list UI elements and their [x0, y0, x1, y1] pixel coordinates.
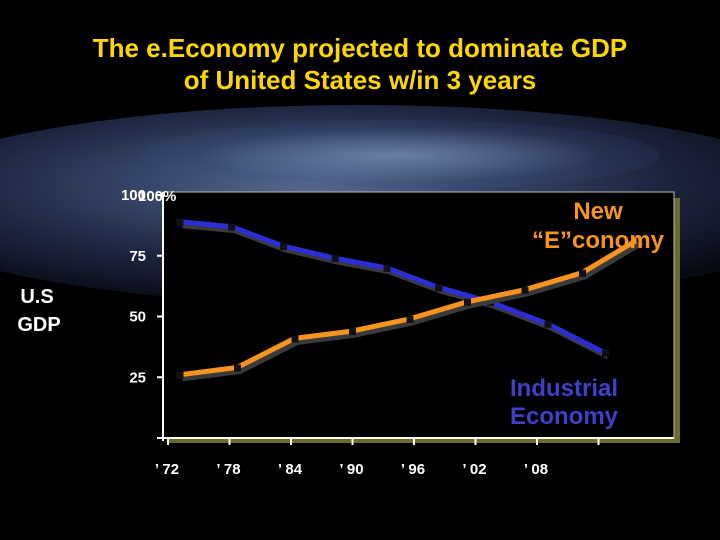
new-economy-annotation-line-1: New	[573, 198, 623, 225]
y-axis-title-line-1: U.S	[20, 286, 53, 308]
x-tick-label: ’ 72	[155, 461, 179, 478]
y-tick-label: 100	[121, 187, 146, 204]
y-axis: 100 75 50 25	[121, 187, 164, 441]
industrial-annotation-line-1: Industrial	[510, 375, 618, 402]
industrial-data-point	[435, 284, 443, 292]
industrial-data-point	[176, 218, 184, 226]
y-tick-label: 25	[129, 369, 146, 386]
title-line-1: The e.Economy projected to dominate GDP	[92, 33, 628, 63]
title-line-2: of United States w/in 3 years	[183, 65, 537, 95]
x-tick-label: ’ 78	[216, 461, 240, 478]
new_economy-data-point	[579, 269, 586, 277]
new_economy-data-point	[234, 364, 241, 372]
new_economy-data-point	[406, 315, 414, 323]
new_economy-data-point	[176, 371, 184, 379]
x-tick-label: ’ 02	[462, 461, 486, 478]
industrial-data-point	[383, 264, 391, 272]
y-axis-top-label: 100%	[138, 188, 176, 205]
industrial-data-point	[602, 349, 609, 357]
industrial-annotation-line-2: Economy	[510, 403, 619, 430]
new_economy-data-point	[291, 335, 299, 343]
new-economy-annotation-line-2: “E”conomy	[532, 227, 665, 254]
industrial-data-point	[331, 255, 339, 263]
new_economy-data-point	[464, 298, 471, 306]
new_economy-data-point	[636, 235, 644, 243]
industrial-data-point	[228, 223, 236, 231]
y-tick-label: 75	[129, 248, 146, 265]
new_economy-data-point	[521, 286, 529, 294]
industrial-data-point	[280, 243, 287, 251]
x-axis: ’ 72 ’ 78 ’ 84 ’ 90 ’ 96 ’ 02 ’ 08	[155, 437, 674, 478]
industrial-data-point	[544, 320, 552, 328]
x-tick-label: ’ 90	[339, 461, 363, 478]
x-tick-label: ’ 84	[278, 461, 303, 478]
y-axis-title-line-2: GDP	[17, 314, 60, 336]
earth-atmosphere-glow	[140, 120, 660, 190]
y-tick-label: 50	[129, 309, 146, 326]
slide-title: The e.Economy projected to dominate GDP …	[20, 32, 700, 96]
x-tick-label: ’ 96	[401, 461, 425, 478]
new_economy-data-point	[349, 328, 356, 336]
x-tick-label: ’ 08	[524, 461, 548, 478]
